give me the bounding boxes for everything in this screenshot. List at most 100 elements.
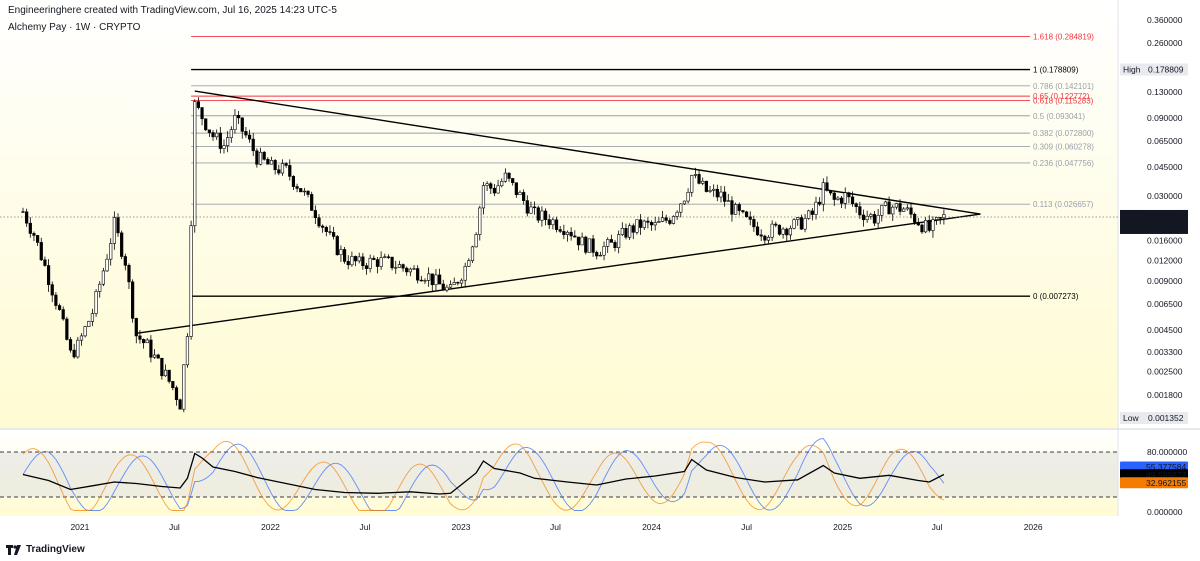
price-axis[interactable]: 0.3600000.2600000.1800000.1300000.090000… [1147,15,1187,517]
trendline-lower[interactable] [136,213,981,335]
candle-body [90,313,95,322]
chart-credit: Engineeringhere created with TradingView… [8,5,337,16]
candle-body [222,145,226,149]
price-tick-label: 0.045000 [1147,162,1183,172]
candle-body [269,160,274,165]
candle-body [638,219,643,228]
candle-body [843,192,847,204]
candle-body [770,223,774,238]
candle-body [405,267,409,273]
fib-level-label: 1.618 (0.284819) [1033,33,1094,42]
candle-body [931,219,935,231]
candle-body [829,189,833,194]
candle-body [332,232,336,237]
rsi-tag-orange-bg [1120,477,1188,489]
candle-body [408,268,412,273]
candle-body [233,115,237,130]
rsi-tick-label: 0.000000 [1147,507,1183,517]
bar-countdown: 4d 5h [1146,223,1168,233]
candle-body [704,180,708,192]
candle-body [584,236,588,253]
candle-body [470,246,475,261]
candle-body [858,206,862,216]
fib-level-label: 0.382 (0.072800) [1033,129,1094,138]
candle-body [79,335,84,341]
candle-body [21,211,25,213]
candle-body [273,160,277,171]
candle-body [105,258,109,272]
candle-body [712,188,716,191]
candle-body [525,200,529,214]
candle-body [799,217,803,230]
candle-body [792,219,796,229]
candle-body [818,201,822,205]
candle-body [682,200,687,205]
price-tick-label: 0.016000 [1147,235,1183,245]
candle-body [558,229,562,232]
rsi-line [22,452,945,495]
symbol-title[interactable]: Alchemy Pay · 1W · CRYPTO [8,22,141,33]
candle-body [226,137,230,146]
candle-body [390,256,394,269]
candle-body [193,101,197,227]
candle-body [427,273,431,281]
candle-body [258,151,263,165]
candle-body [68,339,73,351]
fib-level-label: 0.65 (0.122772) [1033,92,1090,101]
candle-body [302,190,306,193]
candle-body [94,291,98,314]
candle-body [437,274,442,285]
candle-body [920,224,924,233]
candle-body [617,234,621,248]
candle-body [28,222,32,234]
candle-body [777,224,782,235]
time-axis[interactable]: 2021 Jul 2022 Jul 2023 Jul 2024 Jul 2025 Jul 2026 [70,522,1042,532]
candle-body [551,219,555,226]
candle-body [423,280,427,282]
candle-body [430,273,434,286]
price-tick-label: 0.003300 [1147,347,1183,357]
candle-body [251,138,255,152]
time-tick-label: 2026 [1024,522,1043,532]
tradingview-brand[interactable]: TradingView [6,544,85,555]
candle-body [152,354,157,358]
time-tick-label: Jul [169,522,180,532]
candle-body [668,220,672,224]
candle-body [642,220,646,228]
candle-body [774,223,778,226]
candle-body [174,387,179,401]
candle-body [518,192,522,195]
candle-body [46,265,51,285]
fib-level-label: 0.113 (0.026657) [1033,200,1094,209]
candle-body [98,283,102,292]
fib-level-label: 1 (0.178809) [1033,66,1079,75]
candle-body [116,217,120,234]
candle-body [32,233,36,236]
stoch-k-line [22,438,945,511]
candle-body [310,194,314,211]
candle-body [726,200,730,202]
candle-body [569,231,573,237]
candle-body [730,200,734,215]
candle-body [357,256,361,262]
candle-body [353,256,358,262]
candle-body [609,239,613,243]
candle-body [160,357,164,377]
candle-body [613,242,617,248]
candle-body [196,101,201,108]
candle-body [313,210,317,219]
rsi-indicator [0,438,1118,511]
candle-body [178,399,182,410]
time-tick-label: Jul [550,522,561,532]
candle-body [200,107,204,120]
candle-body [938,217,942,219]
candle-body [788,227,793,236]
candle-body [737,204,741,211]
candle-body [262,151,266,160]
candle-body [76,339,80,358]
candle-body [715,188,719,198]
candle-body [686,191,690,202]
candle-body [580,236,584,246]
time-tick-label: 2025 [833,522,852,532]
